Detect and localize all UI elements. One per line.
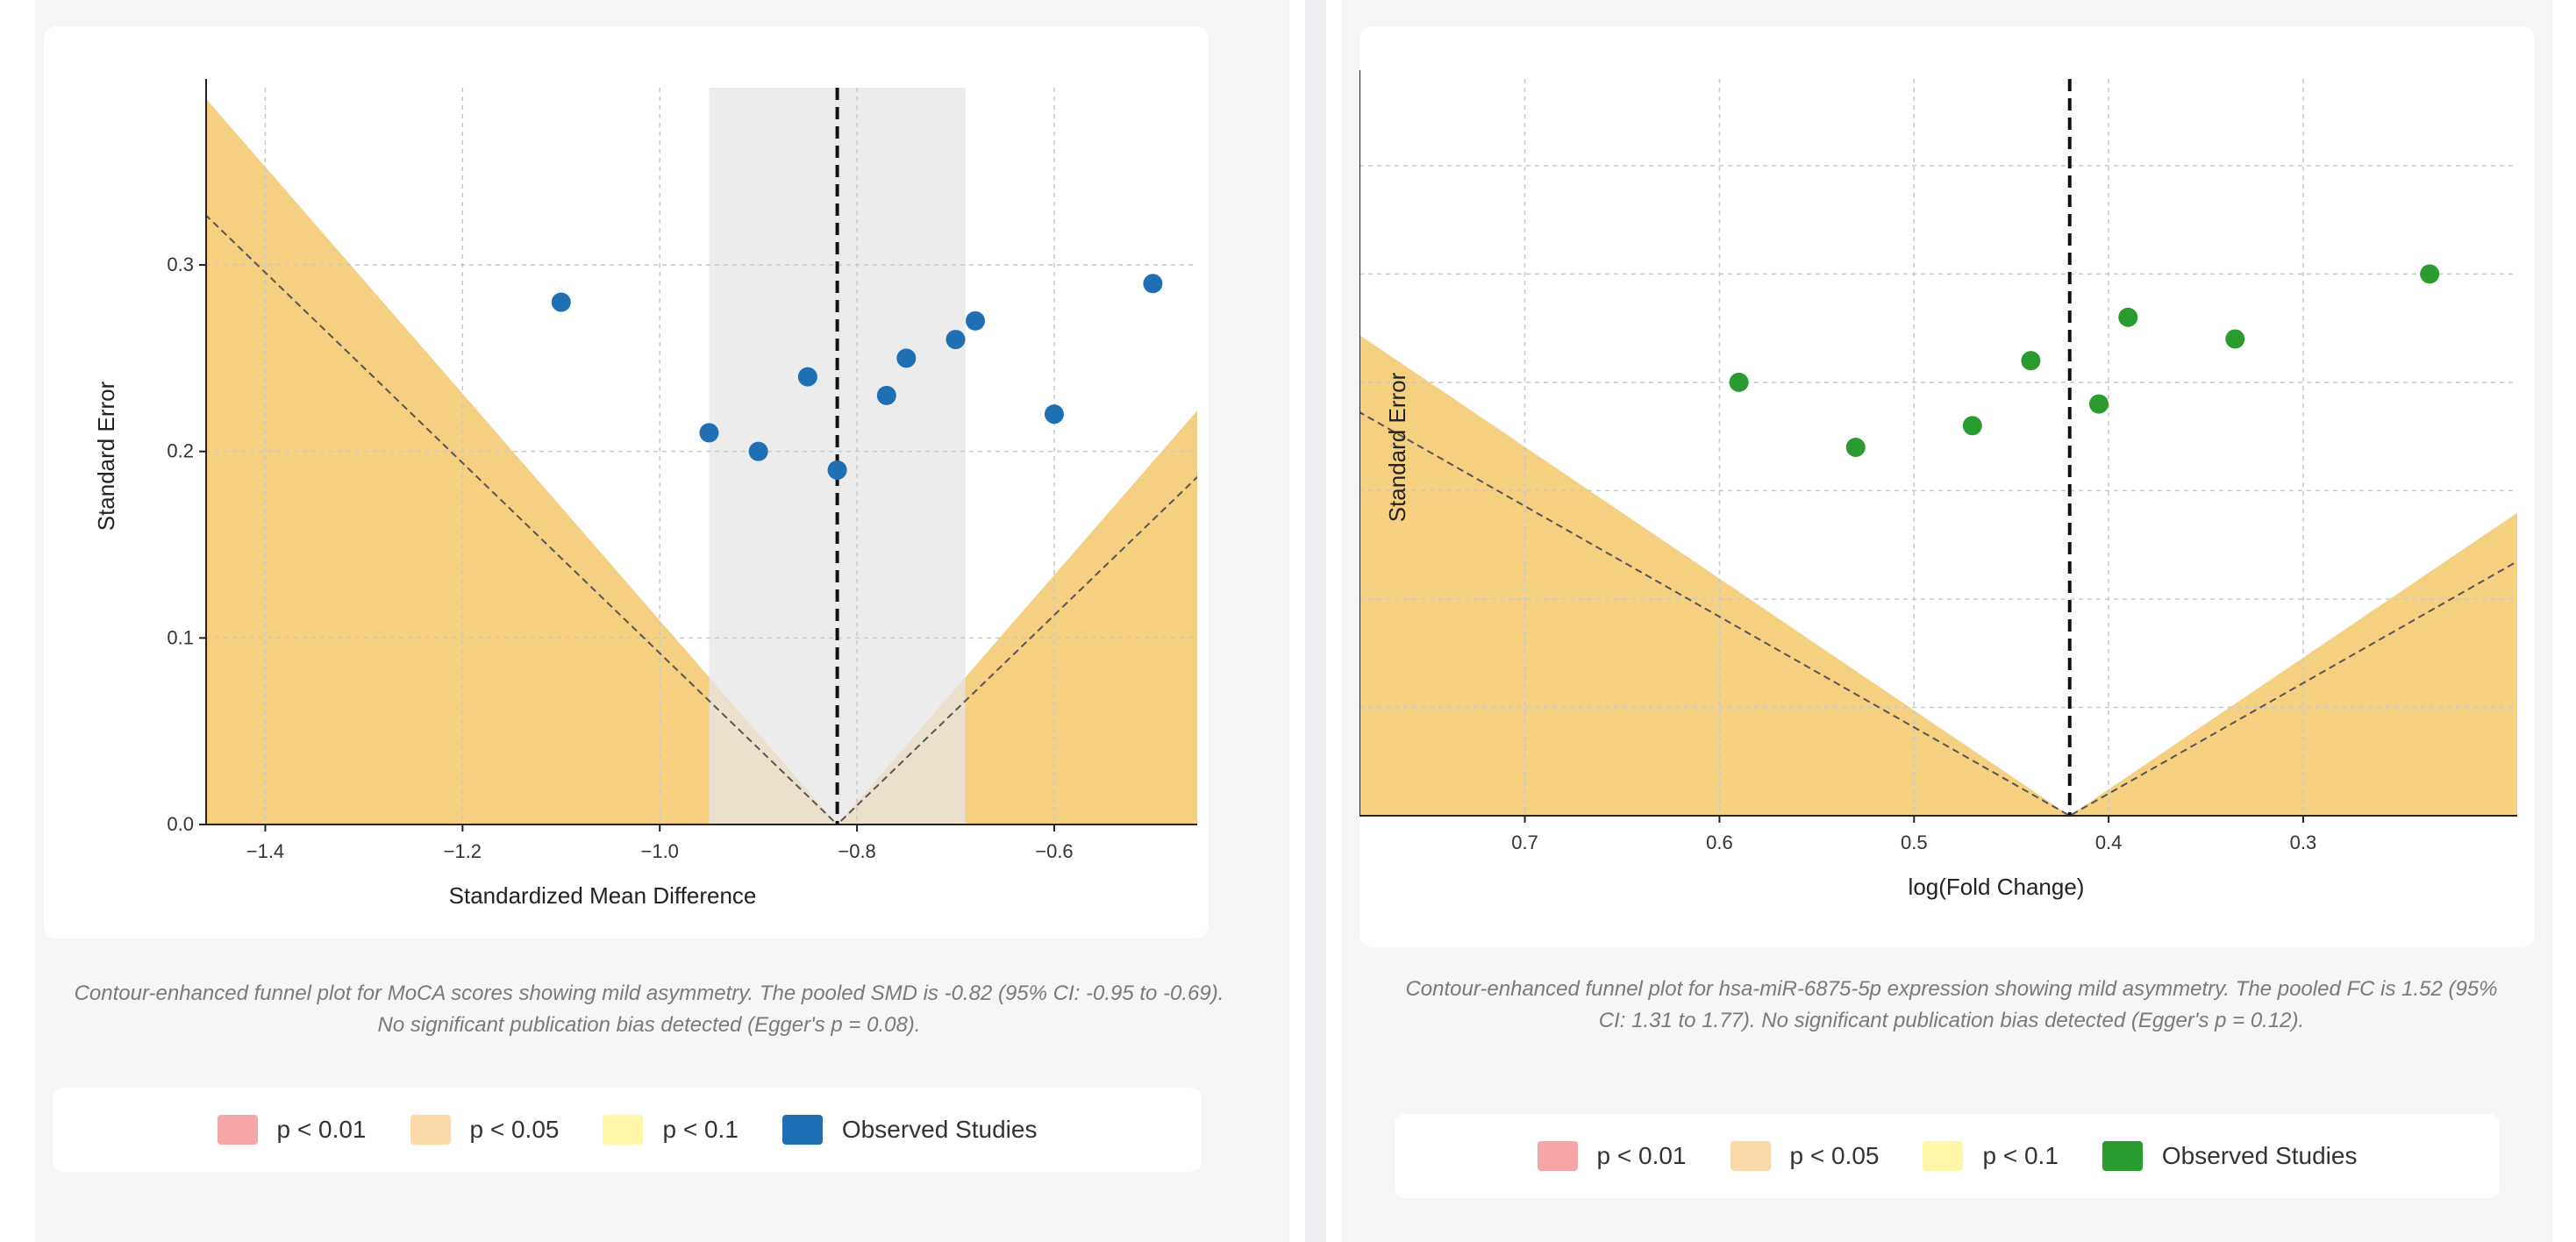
study-point-4 <box>2021 351 2041 371</box>
panel-divider <box>1305 0 1326 1242</box>
legend-label-p001: p < 0.01 <box>1596 1142 1687 1169</box>
legend-swatch-p01 <box>603 1115 644 1145</box>
legend-swatch-p01 <box>1923 1141 1964 1171</box>
study-point-9 <box>966 310 986 331</box>
x-tick-label: 0.6 <box>1706 832 1733 853</box>
study-point-10 <box>1044 404 1064 425</box>
study-point-5 <box>827 460 847 480</box>
study-point-7 <box>896 348 917 368</box>
x-tick-label: −1.2 <box>444 840 482 862</box>
study-point-2 <box>1845 438 1866 457</box>
y-tick-label: 0.3 <box>167 253 194 275</box>
x-tick-label: 0.4 <box>2095 832 2123 853</box>
study-point-5 <box>2089 394 2109 414</box>
legend-label-p001: p < 0.01 <box>276 1116 367 1143</box>
legend-item-p001: p < 0.01 <box>217 1115 367 1145</box>
study-point-6 <box>2118 307 2138 327</box>
x-tick-label: 0.3 <box>2290 832 2317 853</box>
x-tick-label: −0.6 <box>1035 840 1073 862</box>
right-caption: Contour-enhanced funnel plot for hsa-miR… <box>1405 977 2498 1032</box>
study-point-1 <box>1729 372 1749 392</box>
y-tick-label: 0.0 <box>167 813 194 835</box>
right-legend: p < 0.01 p < 0.05 p < 0.1 Observed Studi… <box>1395 1114 2500 1198</box>
left-panel: −1.4 −1.2 −1.0 −0.8 −0.6 0.0 0.1 0.2 0.3 Standard… <box>35 0 1289 1242</box>
legend-swatch-observed <box>781 1115 823 1145</box>
funnel-line-right <box>836 475 1197 824</box>
study-point-7 <box>2225 329 2245 349</box>
legend-label-p01: p < 0.1 <box>662 1116 739 1143</box>
x-axis-title: Standardized Mean Difference <box>449 882 757 909</box>
right-chart-card: 0.70.60.50.40.30.000.050.100.150.200.250… <box>1309 26 2535 947</box>
legend-label-p005: p < 0.05 <box>469 1116 560 1143</box>
study-point-1 <box>551 292 571 312</box>
legend-swatch-p005 <box>1730 1141 1771 1171</box>
study-point-3 <box>1962 416 1982 436</box>
study-point-4 <box>797 367 817 387</box>
funnel-line-left <box>206 214 838 824</box>
y-axis-title: Standard Error <box>1384 372 1410 522</box>
legend-swatch-p005 <box>410 1115 451 1145</box>
x-tick-label: −0.8 <box>838 840 875 862</box>
study-point-6 <box>876 385 896 405</box>
legend-item-p01: p < 0.1 <box>1923 1141 2059 1171</box>
x-axis-title: log(Fold Change) <box>1909 874 2085 900</box>
study-point-8 <box>2420 264 2440 284</box>
legend-label-p005: p < 0.05 <box>1789 1142 1880 1169</box>
funnel-interior <box>1359 79 2517 816</box>
y-axis-title: Standard Error <box>93 381 119 531</box>
study-point-8 <box>945 330 966 350</box>
legend-item-p01: p < 0.1 <box>603 1115 739 1145</box>
significance-band <box>206 88 1197 824</box>
study-point-11 <box>1143 274 1163 294</box>
legend-item-p005: p < 0.05 <box>410 1115 560 1145</box>
legend-item-p001: p < 0.01 <box>1537 1141 1687 1171</box>
legend-item-observed: Observed Studies <box>2101 1141 2358 1171</box>
plot-area <box>206 88 1197 824</box>
legend-item-p005: p < 0.05 <box>1730 1141 1880 1171</box>
x-tick-label: 0.7 <box>1511 832 1538 853</box>
x-tick-label: −1.4 <box>246 840 284 862</box>
legend-swatch-observed <box>2101 1141 2143 1171</box>
legend-item-observed: Observed Studies <box>781 1115 1038 1145</box>
plot-area <box>1359 79 2517 816</box>
x-tick-label: 0.5 <box>1901 832 1928 853</box>
right-funnel-plot: 0.70.60.50.40.30.000.050.100.150.200.250… <box>1309 70 2517 900</box>
legend-label-p01: p < 0.1 <box>1982 1142 2059 1169</box>
study-point-2 <box>699 423 719 443</box>
left-funnel-plot: −1.4 −1.2 −1.0 −0.8 −0.6 0.0 0.1 0.2 0.3 Standard… <box>93 79 1197 909</box>
left-legend: p < 0.01 p < 0.05 p < 0.1 Observed Studi… <box>53 1088 1202 1172</box>
legend-swatch-p001 <box>1537 1141 1578 1171</box>
legend-label-observed: Observed Studies <box>2161 1142 2358 1169</box>
study-point-3 <box>748 441 768 461</box>
funnel-line-right <box>1359 410 2071 816</box>
right-panel: 0.70.60.50.40.30.000.050.100.150.200.250… <box>1309 0 2552 1242</box>
left-chart-card: −1.4 −1.2 −1.0 −0.8 −0.6 0.0 0.1 0.2 0.3 Standard… <box>44 26 1209 939</box>
legend-swatch-p001 <box>217 1115 258 1145</box>
y-tick-label: 0.2 <box>167 440 194 462</box>
y-tick-label: 0.1 <box>167 626 194 648</box>
left-caption: Contour-enhanced funnel plot for MoCA sc… <box>74 981 1224 1037</box>
x-tick-label: −1.0 <box>640 840 678 862</box>
legend-label-observed: Observed Studies <box>841 1116 1038 1143</box>
